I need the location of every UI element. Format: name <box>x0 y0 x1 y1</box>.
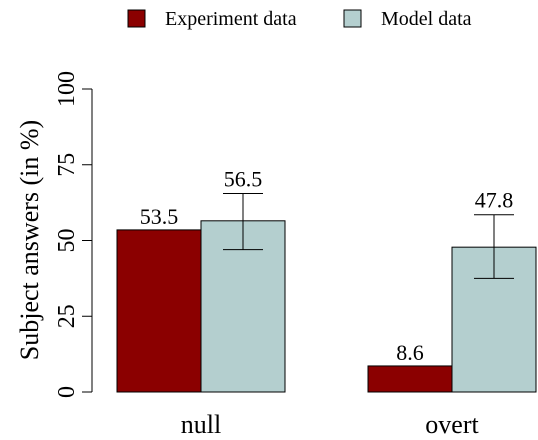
data-label: 47.8 <box>475 188 514 213</box>
y-axis-label: Subject answers (in %) <box>15 120 44 360</box>
data-label: 56.5 <box>224 167 263 192</box>
y-tick-label: 0 <box>54 386 80 398</box>
legend-label: Model data <box>381 8 472 30</box>
bars: 53.5 8.6 56.5 47.8 <box>116 167 537 393</box>
legend-swatch <box>127 9 146 28</box>
x-axis: null overt <box>181 410 480 439</box>
legend-swatch <box>343 9 362 28</box>
y-tick-label: 25 <box>54 304 80 328</box>
bar <box>367 365 453 393</box>
x-tick-label: overt <box>425 410 479 439</box>
legend-label: Experiment data <box>165 8 297 30</box>
y-tick-label: 100 <box>54 71 80 107</box>
legend-item: Model data <box>343 8 472 30</box>
data-label: 8.6 <box>396 340 424 365</box>
legend: Experiment data Model data <box>127 8 472 30</box>
x-tick-label: null <box>181 410 221 439</box>
legend-item: Experiment data <box>127 8 297 30</box>
y-tick-label: 50 <box>54 229 80 253</box>
y-tick-label: 75 <box>54 153 80 177</box>
data-label: 53.5 <box>140 204 179 229</box>
bar <box>116 229 202 393</box>
y-axis: 0 25 50 75 100 <box>54 71 93 398</box>
